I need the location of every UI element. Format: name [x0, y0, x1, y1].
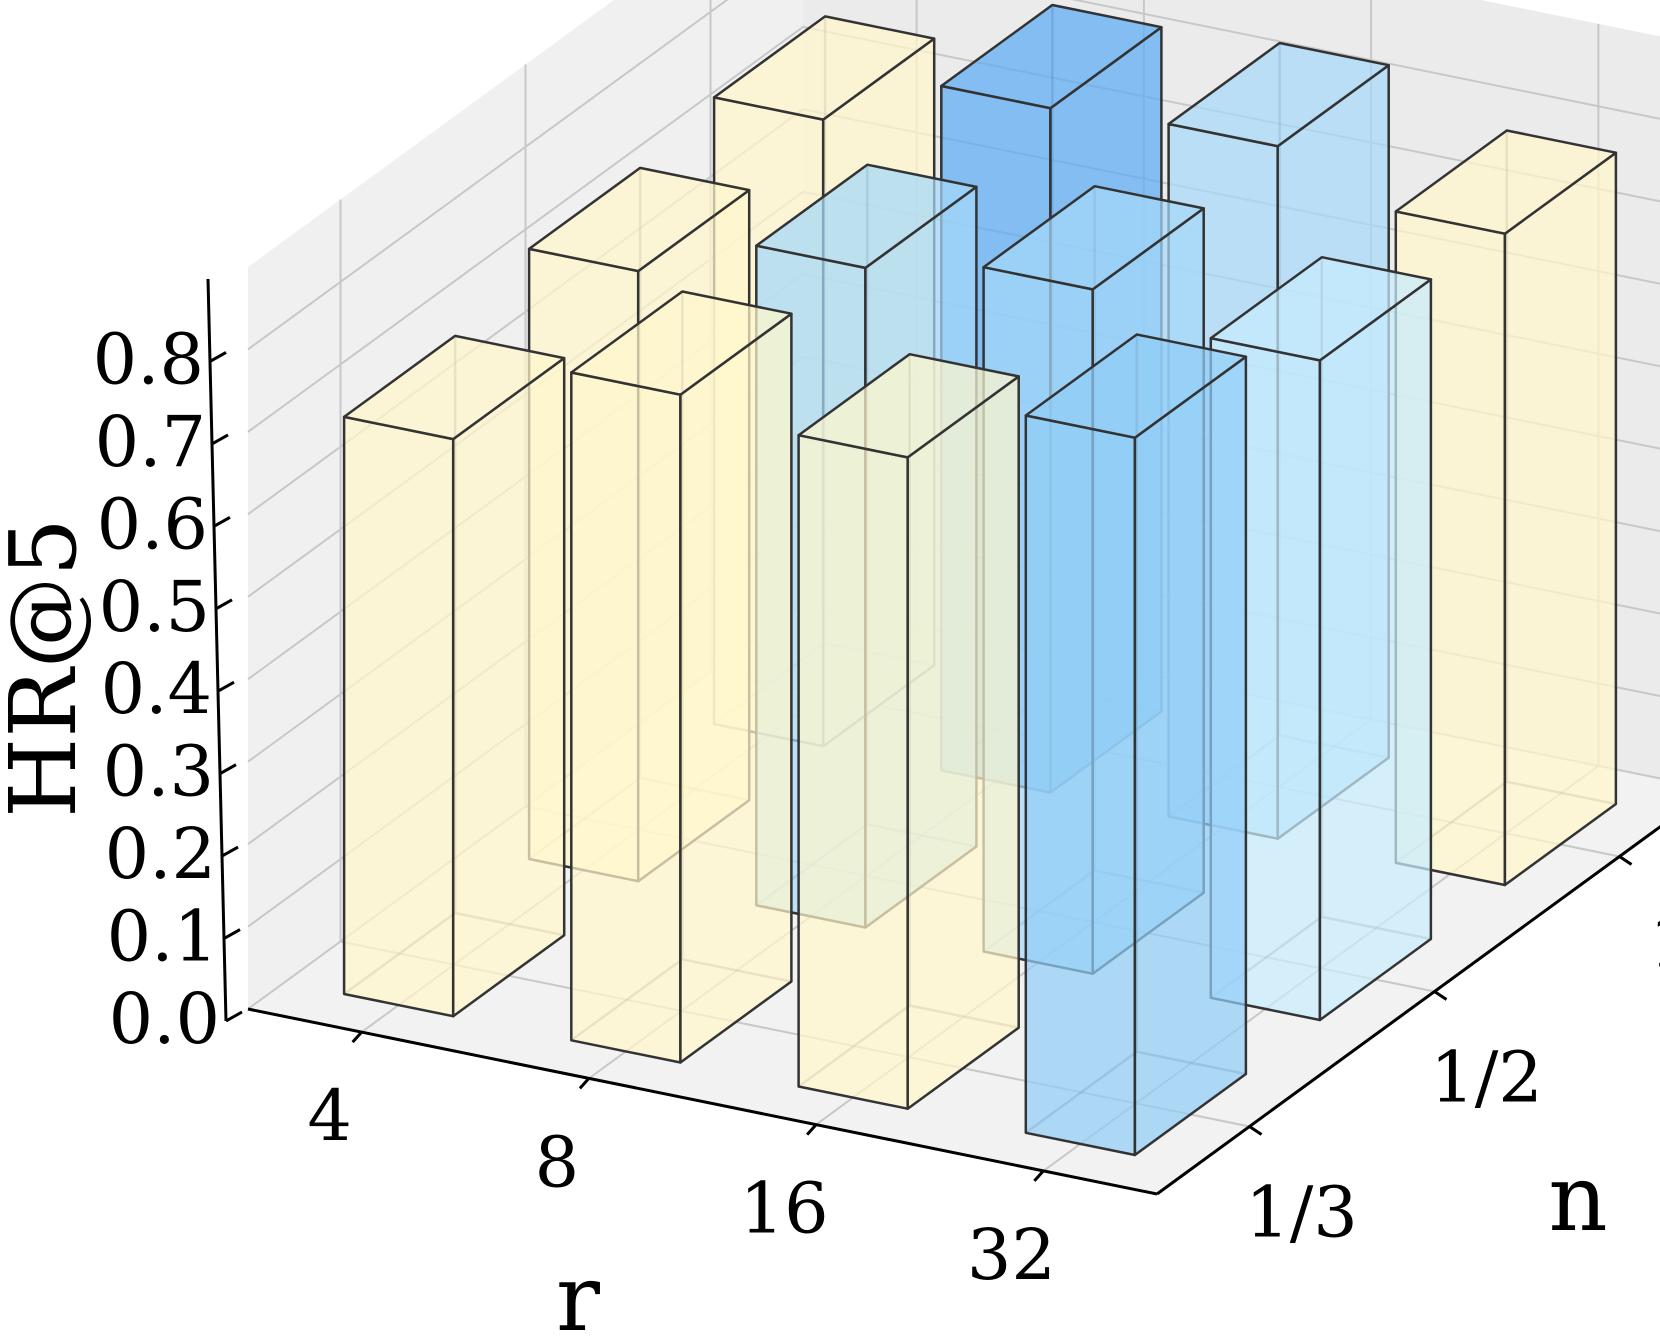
bar-top-face: [1167, 41, 1390, 148]
bar-top-face: [1024, 333, 1248, 439]
y-tick-label: 1/2: [1430, 1037, 1543, 1119]
x-tick-label: 32: [967, 1214, 1056, 1296]
y-tick-label: 1/3: [1245, 1172, 1358, 1254]
z-tick-label: 0.4: [101, 648, 212, 730]
axes: [206, 278, 1660, 1196]
z-tick: [225, 1010, 243, 1023]
z-tick: [223, 928, 241, 940]
z-tick: [215, 598, 233, 611]
bar-front-face: [342, 415, 455, 1018]
x-tick: [1033, 1169, 1045, 1182]
x-axis-line: [247, 1007, 1158, 1196]
bar-top-face: [797, 352, 1020, 459]
tick-labels: 4 8 16 32 1/3 1/2 1 0.00.10.20.30.40.50.60.70.8: [93, 318, 1660, 1295]
x-axis-title: r: [556, 1245, 600, 1343]
z-tick-label: 0.3: [103, 731, 214, 813]
bar-front-face: [1024, 414, 1137, 1157]
bar: [797, 352, 1020, 1110]
z-tick-label: 0.5: [99, 566, 210, 648]
x-tick-label: 8: [535, 1121, 580, 1203]
x-tick-label: 4: [307, 1075, 352, 1157]
x-tick: [351, 1031, 363, 1044]
z-axis-title: HR@5: [0, 518, 97, 818]
y-tick: [1433, 990, 1448, 1001]
bar-top-face: [570, 290, 793, 396]
z-tick: [211, 433, 229, 446]
z-tick-label: 0.7: [95, 401, 206, 483]
z-tick: [221, 845, 239, 858]
bar-side-face: [451, 356, 566, 1018]
z-tick: [213, 516, 231, 528]
y-tick: [1248, 1125, 1263, 1136]
bar-top-face: [712, 15, 936, 121]
z-tick-label: 0.2: [105, 813, 216, 895]
bar: [1024, 333, 1248, 1157]
x-tick: [806, 1123, 818, 1136]
grid-line-z: [247, 0, 1660, 351]
bar-top-face: [1209, 255, 1433, 362]
bars: [342, 3, 1618, 1157]
bar: [342, 334, 566, 1018]
z-axis-line: [206, 278, 228, 1022]
z-tick: [217, 680, 235, 693]
y-tick-label: 1: [1649, 902, 1660, 984]
grid-line-z: [247, 25, 1660, 433]
bar-top-face: [342, 334, 566, 441]
bar-side-face: [1133, 355, 1248, 1157]
bar-top-face: [982, 184, 1205, 291]
bar-side-face: [679, 312, 793, 1064]
x-tick-label: 16: [740, 1168, 829, 1250]
z-tick-label: 0.1: [107, 896, 218, 978]
bar-top-face: [527, 166, 751, 273]
z-tick-label: 0.6: [97, 483, 208, 565]
z-tick-label: 0.8: [93, 318, 204, 400]
bar-front-face: [570, 371, 682, 1064]
bar-side-face: [1503, 151, 1618, 887]
bar-front-face: [797, 433, 909, 1110]
bar-top-face: [755, 163, 978, 270]
bar-top-face: [1394, 129, 1618, 235]
z-tick: [209, 351, 227, 363]
bar-side-face: [1318, 278, 1433, 1022]
x-tick: [578, 1077, 590, 1090]
y-axis-title: n: [1548, 1145, 1607, 1252]
y-tick: [1618, 855, 1633, 866]
z-tick-label: 0.0: [109, 978, 220, 1060]
z-tick: [219, 763, 237, 775]
bar-top-face: [940, 3, 1163, 110]
bar-side-face: [906, 375, 1020, 1110]
bar: [570, 290, 793, 1064]
